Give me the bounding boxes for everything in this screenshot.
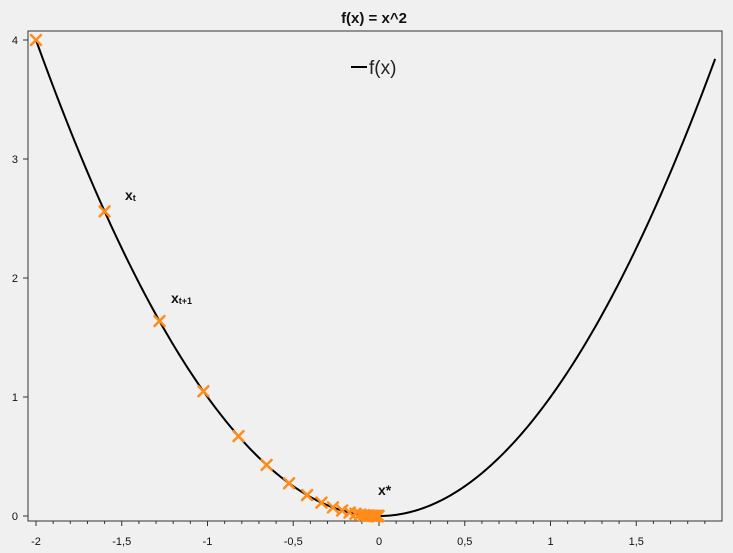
x-tick-label: 0,5	[457, 536, 472, 548]
x-tick-label: -0,5	[284, 536, 303, 548]
y-tick-label: 3	[12, 154, 18, 166]
x-tick-label: 1	[547, 536, 553, 548]
marker-stroke	[282, 477, 296, 490]
marker-stroke	[153, 314, 166, 328]
marker-stroke	[260, 458, 273, 472]
annotations: xt xt+1 x*	[125, 187, 392, 498]
y-tick-label: 2	[12, 273, 18, 285]
iterate-marker	[232, 429, 245, 443]
chart-title: f(x) = x^2	[341, 10, 407, 27]
iterate-marker	[153, 314, 166, 328]
legend-label: f(x)	[369, 58, 396, 79]
x-tick-label: 1,5	[629, 536, 644, 548]
iterate-marker	[300, 488, 314, 502]
marker-stroke	[197, 384, 210, 398]
iterate-marker	[282, 477, 296, 490]
x-tick-label: -1,5	[112, 536, 131, 548]
marker-layer	[29, 33, 385, 523]
iterate-marker	[98, 205, 111, 218]
iterate-marker	[260, 458, 273, 472]
y-tick-label: 0	[12, 511, 18, 523]
marker-stroke	[98, 205, 111, 218]
annotation-xt1: xt+1	[171, 290, 192, 306]
iterate-marker	[315, 496, 328, 509]
series-curve-fx	[35, 39, 717, 518]
annotation-xt: xt	[125, 187, 136, 203]
iterate-marker	[326, 501, 340, 514]
iterate-marker	[197, 384, 210, 398]
marker-stroke	[232, 429, 245, 443]
iterate-marker	[29, 33, 43, 47]
marker-stroke	[300, 488, 314, 502]
curve-layer	[35, 39, 717, 518]
x-tick-label: -2	[31, 536, 41, 548]
y-tick-label: 1	[12, 392, 18, 404]
x-tick-label: 0	[376, 536, 382, 548]
y-tick-label: 4	[12, 35, 18, 47]
marker-stroke	[326, 501, 340, 514]
marker-stroke	[29, 33, 43, 47]
legend: f(x)	[351, 58, 396, 79]
iterate-marker	[372, 509, 385, 523]
marker-stroke	[315, 496, 328, 509]
marker-stroke	[343, 506, 356, 519]
annotation-xstar: x*	[378, 482, 392, 498]
x-tick-label: -1	[203, 536, 213, 548]
marker-stroke	[372, 509, 385, 523]
plot-frame	[27, 30, 723, 522]
